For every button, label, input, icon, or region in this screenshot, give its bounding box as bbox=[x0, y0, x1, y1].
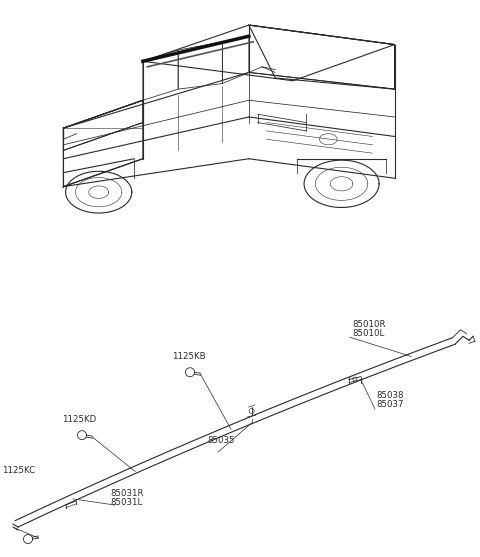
Text: 1125KC: 1125KC bbox=[2, 466, 35, 475]
Text: 85035: 85035 bbox=[207, 436, 235, 445]
Text: 1125KD: 1125KD bbox=[62, 415, 96, 424]
Text: 85037: 85037 bbox=[376, 400, 404, 409]
Text: 85010L: 85010L bbox=[352, 329, 384, 338]
Text: 85031R: 85031R bbox=[110, 489, 144, 498]
Text: 85038: 85038 bbox=[376, 391, 404, 400]
Text: 1125KB: 1125KB bbox=[172, 352, 205, 361]
Text: 85031L: 85031L bbox=[110, 498, 142, 507]
Text: 85010R: 85010R bbox=[352, 320, 385, 329]
